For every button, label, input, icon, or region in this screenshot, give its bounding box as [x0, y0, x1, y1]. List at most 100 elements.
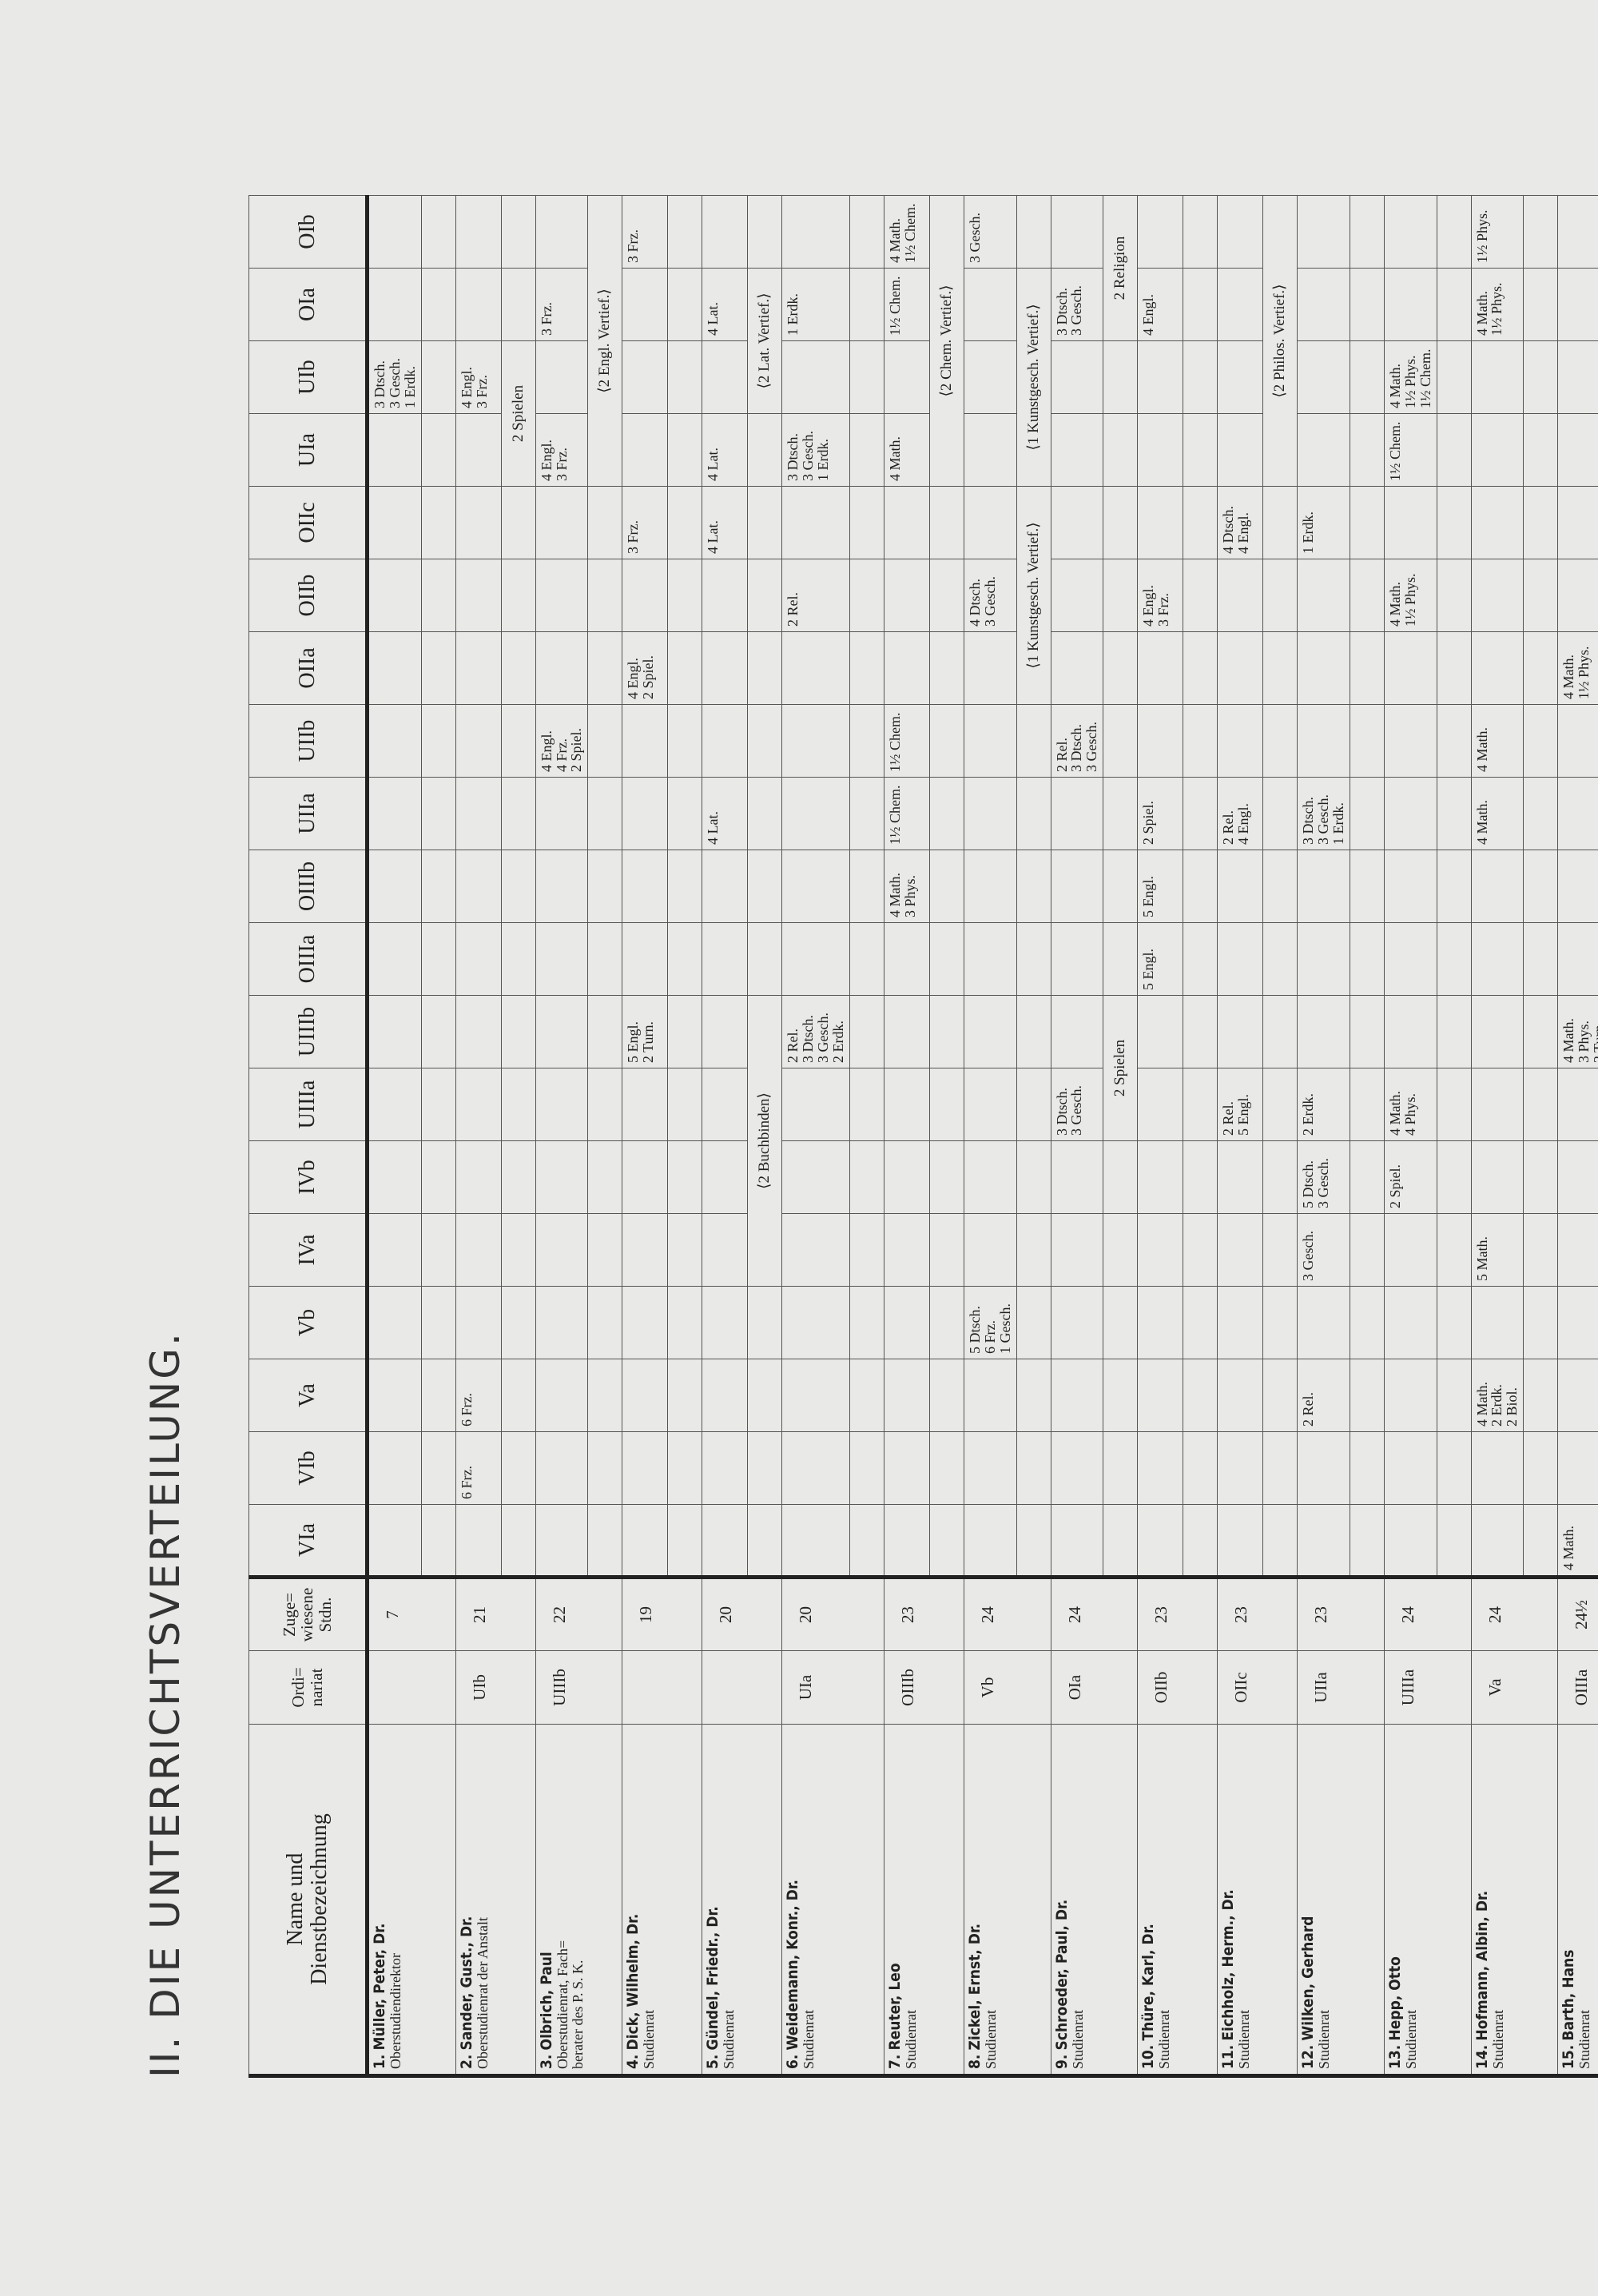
- lesson-cell: 4 Math. 1½ Phys.: [1471, 268, 1524, 341]
- lesson-cell: [781, 1431, 850, 1505]
- lesson-cell: [781, 195, 850, 269]
- lesson-cell: [1051, 1140, 1103, 1214]
- note-cell: [667, 1140, 702, 1214]
- lesson-cell: [455, 777, 502, 850]
- rotated-page: II. DIE UNTERRICHTSVERTEILUNG. Name und …: [136, 136, 1598, 2078]
- lesson-cell: [455, 1213, 502, 1287]
- note-cell: [667, 268, 702, 341]
- note-cell: [1016, 777, 1051, 850]
- row-number: 2.: [457, 2054, 475, 2069]
- row-number: 11.: [1219, 2044, 1238, 2069]
- lesson-cell: [1557, 195, 1598, 269]
- lesson-cell: 4 Engl. 3 Frz.: [535, 413, 588, 487]
- teacher-title: Studienrat: [1069, 2010, 1086, 2069]
- lesson-cell: 4 Math. 1½ Phys.: [1384, 559, 1437, 632]
- lesson-cell: [1051, 559, 1103, 632]
- lesson-cell: 3 Dtsch. 3 Gesch. 1 Erdk.: [1297, 777, 1350, 850]
- note-cell: [1262, 1359, 1298, 1432]
- lesson-cell: [1217, 704, 1263, 778]
- lesson-cell: 2 Rel.: [1297, 1359, 1350, 1432]
- note-cell: [929, 486, 964, 559]
- lesson-cell: 4 Lat.: [702, 486, 748, 559]
- lesson-cell: 5 Engl. 2 Turn.: [622, 995, 668, 1068]
- shared-lesson: ⟨2 Buchbinden⟩: [747, 995, 782, 1287]
- column-header: UIIb: [248, 704, 368, 778]
- lesson-cell: [1297, 631, 1350, 705]
- teacher-title: Studienrat: [641, 2010, 658, 2069]
- lesson-cell: [781, 1504, 850, 1578]
- note-cell: [849, 1286, 884, 1359]
- lesson-cell: [1297, 559, 1350, 632]
- lesson-cell: 4 Math.: [884, 413, 930, 487]
- note-cell: [1183, 1431, 1218, 1505]
- note-cell: [929, 1504, 964, 1578]
- lesson-cell: 2 Rel. 5 Engl.: [1217, 1068, 1263, 1141]
- lesson-cell: [702, 1068, 748, 1141]
- lesson-cell: [1557, 850, 1598, 923]
- lesson-cell: [1297, 1286, 1350, 1359]
- page-title: II. DIE UNTERRICHTSVERTEILUNG.: [142, 1331, 189, 2078]
- lesson-cell: [1051, 922, 1103, 996]
- note-cell: [1437, 1431, 1472, 1505]
- note-cell: [849, 1140, 884, 1214]
- lesson-cell: [781, 922, 850, 996]
- row-number: 8.: [965, 2054, 984, 2069]
- hours-cell: 24½: [1557, 1577, 1598, 1651]
- lesson-cell: [1137, 1213, 1183, 1287]
- lesson-cell: [367, 995, 422, 1068]
- lesson-cell: [1297, 922, 1350, 996]
- lesson-cell: [367, 1359, 422, 1432]
- lesson-cell: [535, 777, 588, 850]
- lesson-cell: [455, 1140, 502, 1214]
- lesson-cell: [455, 268, 502, 341]
- lesson-cell: [1557, 268, 1598, 341]
- hours-cell: 24: [964, 1577, 1051, 1651]
- teacher-row: 13. Hepp, Otto Studienrat UIIIa 24 2 Spiel. 4…: [1384, 195, 1472, 2076]
- note-cell: [1103, 1359, 1138, 1432]
- note-cell: [1262, 850, 1298, 923]
- teacher-row: 11. Eichholz, Herm., Dr. Studienrat OIIc 23…: [1217, 195, 1298, 2076]
- lesson-cell: [781, 1213, 850, 1287]
- lesson-cell: [1471, 486, 1524, 559]
- name-cell: 6. Weidemann, Konr., Dr. Studienrat: [781, 1724, 884, 2076]
- lesson-cell: [367, 631, 422, 705]
- lesson-cell: [455, 850, 502, 923]
- column-header: OIIIb: [248, 850, 368, 923]
- row-number: 12.: [1299, 2044, 1318, 2069]
- lesson-cell: 4 Math.: [1471, 777, 1524, 850]
- lesson-cell: [622, 1068, 668, 1141]
- ordinariat-cell: OIIb: [1137, 1650, 1218, 1725]
- hours-cell: 7: [367, 1577, 456, 1651]
- lesson-cell: [367, 195, 422, 269]
- note-cell: [667, 559, 702, 632]
- lesson-cell: 5 Engl.: [1137, 922, 1183, 996]
- lesson-cell: [1137, 631, 1183, 705]
- note-cell: [929, 704, 964, 778]
- lesson-cell: [964, 704, 1017, 778]
- note-cell: [1103, 922, 1138, 996]
- note-cell: [1350, 1140, 1385, 1214]
- hours-cell: 23: [1137, 1577, 1218, 1651]
- note-cell: [501, 268, 536, 341]
- lesson-cell: [535, 1286, 588, 1359]
- note-cell: [1350, 559, 1385, 632]
- teacher-row: 9. Schroeder, Paul, Dr. Studienrat OIa 24 3 …: [1051, 195, 1138, 2076]
- note-cell: [1350, 922, 1385, 996]
- note-cell: [1523, 995, 1558, 1068]
- shared-lesson: ⟨2 Chem. Vertief.⟩: [929, 195, 964, 487]
- note-cell: [1183, 1140, 1218, 1214]
- note-cell: [1016, 1068, 1051, 1141]
- lesson-cell: [1471, 1431, 1524, 1505]
- teacher-title: Studienrat: [721, 2010, 737, 2069]
- note-cell: [849, 413, 884, 487]
- note-cell: [667, 1068, 702, 1141]
- shared-lesson: ⟨2 Philos. Vertief.⟩: [1262, 195, 1298, 487]
- lesson-cell: [1051, 1213, 1103, 1287]
- row-number: 10.: [1139, 2044, 1158, 2069]
- shared-lesson: 2 Spielen: [1103, 995, 1138, 1141]
- lesson-cell: [367, 1431, 422, 1505]
- shared-lesson: 2 Spielen: [501, 340, 536, 487]
- note-cell: [929, 1068, 964, 1141]
- lesson-cell: [1557, 340, 1598, 414]
- lesson-cell: [535, 1431, 588, 1505]
